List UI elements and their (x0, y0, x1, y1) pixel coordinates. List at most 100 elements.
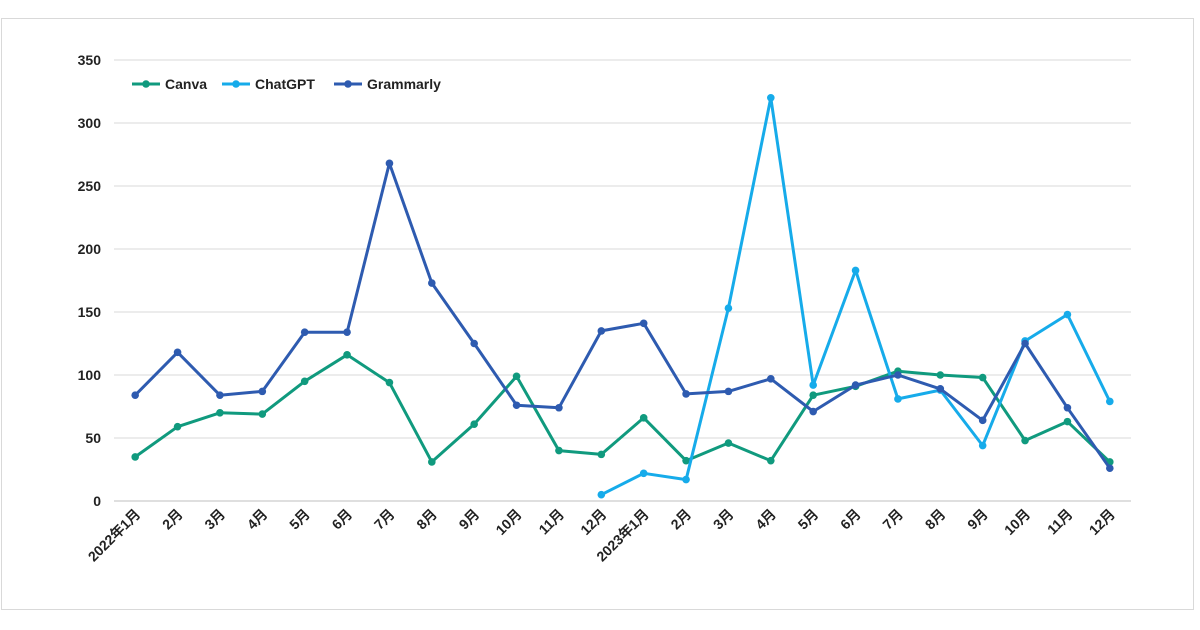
data-point (682, 475, 690, 484)
x-tick-label: 12月 (1086, 506, 1118, 538)
legend-label: ChatGPT (255, 76, 315, 92)
data-point (809, 381, 817, 389)
x-tick-label: 6月 (328, 506, 355, 533)
legend-label: Grammarly (367, 76, 441, 92)
data-point (428, 279, 436, 287)
legend-label: Canva (165, 76, 207, 92)
data-point (131, 391, 139, 399)
data-point (1021, 339, 1029, 348)
data-point (851, 381, 860, 389)
data-point (216, 391, 224, 399)
legend-swatch-marker (142, 80, 150, 88)
data-point (978, 373, 987, 382)
y-tick-label: 350 (78, 52, 102, 68)
data-point (300, 377, 309, 386)
x-tick-label: 8月 (413, 506, 440, 533)
y-tick-label: 150 (78, 304, 102, 320)
data-point (597, 490, 606, 499)
x-tick-label: 12月 (577, 506, 609, 538)
data-point (173, 422, 182, 431)
data-point (809, 407, 817, 416)
x-tick-label: 4月 (752, 506, 779, 533)
data-point (512, 372, 521, 381)
data-point (1106, 464, 1114, 473)
x-tick-label: 10月 (1001, 506, 1033, 538)
x-tick-label: 7月 (371, 506, 398, 533)
data-point (428, 458, 436, 466)
x-tick-label: 2022年1月 (85, 506, 144, 565)
y-tick-label: 0 (93, 493, 101, 509)
data-point (258, 387, 267, 396)
series-grammarly (131, 159, 1114, 473)
x-tick-label: 11月 (1044, 506, 1076, 538)
x-tick-label: 11月 (535, 506, 567, 538)
x-tick-label: 9月 (456, 506, 483, 533)
legend-swatch-marker (232, 80, 240, 88)
data-point (682, 390, 690, 398)
data-point (978, 416, 987, 425)
data-point (639, 469, 648, 478)
data-point (894, 395, 902, 403)
data-point (978, 441, 987, 450)
x-tick-label: 7月 (879, 506, 906, 533)
data-point (724, 387, 733, 396)
data-point (767, 456, 775, 465)
data-point (639, 414, 648, 422)
data-point (936, 385, 945, 393)
data-point (216, 409, 224, 417)
x-tick-label: 3月 (201, 506, 228, 533)
data-point (470, 420, 478, 428)
data-point (470, 339, 478, 348)
data-point (936, 371, 945, 379)
x-tick-label: 2月 (159, 506, 186, 533)
x-tick-label: 6月 (837, 506, 864, 533)
data-point (555, 403, 563, 412)
data-point (343, 351, 351, 359)
data-point (809, 391, 817, 399)
data-point (512, 401, 521, 410)
data-point (1063, 403, 1072, 412)
data-point (343, 328, 351, 336)
legend-item: ChatGPT (222, 76, 315, 92)
data-point (894, 371, 902, 379)
data-point (258, 410, 267, 418)
data-point (767, 374, 775, 383)
series-group (131, 94, 1114, 499)
y-tick-label: 50 (85, 430, 101, 446)
y-tick-label: 100 (78, 367, 102, 383)
data-point (173, 348, 182, 357)
x-tick-label: 10月 (492, 506, 524, 538)
series-canva (131, 351, 1114, 466)
y-tick-label: 200 (78, 241, 102, 257)
legend: Canva ChatGPT Grammarly (132, 76, 441, 92)
data-point (1063, 417, 1072, 426)
data-point (597, 450, 606, 459)
data-point (555, 446, 563, 455)
chart-frame (1, 18, 1194, 610)
x-tick-label: 2月 (667, 506, 694, 533)
data-point (851, 266, 860, 275)
data-point (597, 327, 606, 335)
x-tick-label: 9月 (964, 506, 991, 533)
x-tick-label: 5月 (286, 506, 313, 533)
data-point (724, 304, 733, 313)
legend-swatch-marker (344, 80, 352, 88)
series-line (133, 161, 1112, 470)
x-tick-label: 3月 (710, 506, 737, 533)
data-point (1021, 436, 1029, 445)
data-point (639, 319, 648, 328)
data-point (300, 328, 309, 336)
y-tick-label: 250 (78, 178, 102, 194)
legend-item: Canva (132, 76, 207, 92)
data-point (682, 456, 690, 465)
data-point (767, 94, 775, 102)
data-point (724, 439, 733, 447)
series-line (133, 353, 1112, 464)
data-point (1106, 397, 1114, 406)
data-point (1063, 310, 1072, 319)
grid-lines (114, 59, 1131, 502)
y-axis: 0 50 100 150 200 250 300 350 (78, 52, 102, 509)
y-tick-label: 300 (78, 115, 102, 131)
